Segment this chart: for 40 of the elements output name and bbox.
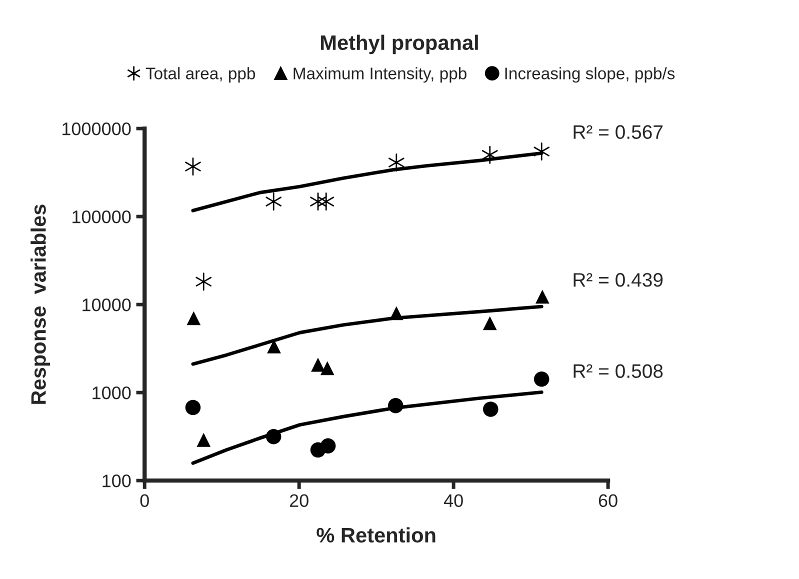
point: [534, 372, 550, 387]
x-tick-label: 20: [290, 494, 308, 508]
point: [196, 272, 212, 291]
legend-label: Increasing slope, ppb/s: [505, 67, 675, 83]
chart-title: Methyl propanal: [321, 34, 478, 54]
point: [389, 306, 404, 320]
point: [482, 146, 498, 164]
point: [266, 192, 282, 211]
point: [388, 153, 404, 172]
y-tick-label: 1000: [92, 386, 131, 400]
point: [320, 438, 336, 454]
point: [267, 340, 281, 354]
legend-label: Total area, ppb: [146, 67, 256, 83]
y-axis-title: Response variables: [30, 204, 50, 404]
point: [318, 192, 334, 211]
point: [196, 432, 211, 447]
point: [388, 398, 404, 414]
point: [185, 158, 201, 176]
point: [186, 311, 201, 326]
y-tick-label: 100000: [72, 210, 131, 224]
annotation: R² = 0.508: [574, 364, 663, 378]
annotation: R² = 0.567: [574, 125, 663, 139]
x-axis-title: % Retention: [316, 527, 436, 543]
annotation: R² = 0.439: [574, 273, 663, 287]
point: [311, 358, 325, 372]
x-tick-label: 60: [598, 494, 618, 508]
point: [482, 316, 497, 330]
point: [534, 142, 550, 161]
x-tick-label: 0: [140, 494, 149, 508]
point: [185, 400, 201, 416]
point: [266, 428, 282, 444]
y-tick-label: 10000: [82, 298, 131, 312]
y-tick-label: 1000000: [62, 122, 131, 136]
y-tick-label: 100: [102, 474, 131, 488]
legend-label: Maximum Intensity, ppb: [294, 67, 466, 83]
point: [535, 290, 550, 304]
line-series: [191, 390, 544, 465]
point: [320, 361, 334, 376]
point: [483, 402, 498, 417]
x-tick-label: 40: [444, 494, 463, 508]
